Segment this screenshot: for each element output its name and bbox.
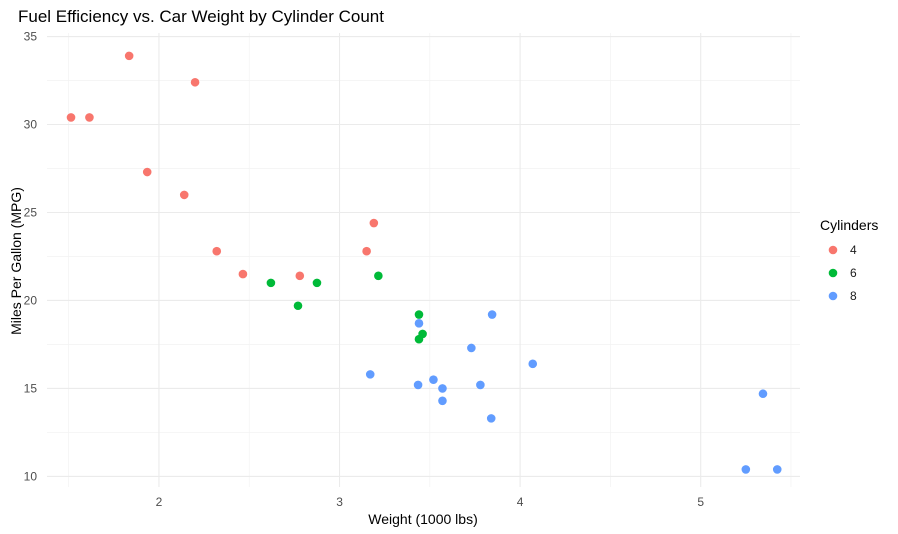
data-point [179, 190, 189, 200]
y-tick-label: 15 [24, 381, 38, 395]
data-point [66, 113, 76, 122]
y-tick-label: 10 [24, 469, 38, 483]
x-tick-label: 3 [336, 495, 343, 509]
data-point [295, 271, 305, 281]
data-point [413, 380, 423, 390]
legend: Cylinders 4 6 8 [820, 217, 878, 303]
y-axis-title: Miles Per Gallon (MPG) [8, 187, 24, 335]
chart-title: Fuel Efficiency vs. Car Weight by Cylind… [18, 7, 384, 26]
data-point [212, 246, 222, 256]
gridlines [47, 33, 800, 487]
legend-label: 6 [850, 266, 857, 280]
data-point [487, 310, 497, 319]
data-point [772, 465, 782, 474]
x-tick-label: 5 [697, 495, 704, 509]
legend-key [828, 268, 838, 278]
data-point [293, 301, 303, 311]
data-point [758, 389, 768, 399]
data-point [312, 278, 322, 288]
data-point [142, 167, 152, 177]
data-points [66, 51, 782, 474]
y-tick-label: 25 [24, 205, 38, 219]
data-point [741, 465, 751, 474]
x-tick-label: 2 [156, 495, 163, 509]
y-tick-label: 35 [24, 30, 38, 44]
data-point [190, 77, 200, 87]
y-tick-label: 20 [24, 293, 38, 307]
data-point [365, 370, 375, 379]
data-point [414, 319, 424, 328]
legend-title: Cylinders [820, 217, 878, 233]
data-point [85, 113, 94, 122]
data-point [266, 278, 276, 288]
y-tick-label: 30 [24, 118, 38, 132]
y-axis-ticks: 10 15 20 25 30 35 [24, 30, 38, 484]
series-8 [365, 310, 782, 474]
data-point [414, 334, 424, 344]
data-point [467, 343, 476, 353]
data-point [486, 414, 496, 423]
data-point [476, 380, 485, 390]
x-axis-title: Weight (1000 lbs) [368, 511, 477, 527]
data-point [528, 359, 538, 369]
legend-label: 4 [850, 243, 857, 257]
data-point [374, 271, 383, 281]
data-point [438, 384, 447, 393]
x-axis-ticks: 2 3 4 5 [156, 495, 705, 509]
legend-key [828, 291, 838, 301]
series-6 [266, 271, 427, 344]
legend-label: 8 [850, 289, 857, 303]
data-point [238, 269, 248, 279]
data-point [414, 310, 424, 319]
legend-key [828, 245, 838, 255]
data-point [429, 375, 438, 384]
data-point [362, 246, 371, 256]
data-point [369, 218, 379, 228]
series-4 [66, 51, 379, 281]
data-point [438, 396, 447, 406]
data-point [124, 51, 134, 61]
x-tick-label: 4 [517, 495, 524, 509]
